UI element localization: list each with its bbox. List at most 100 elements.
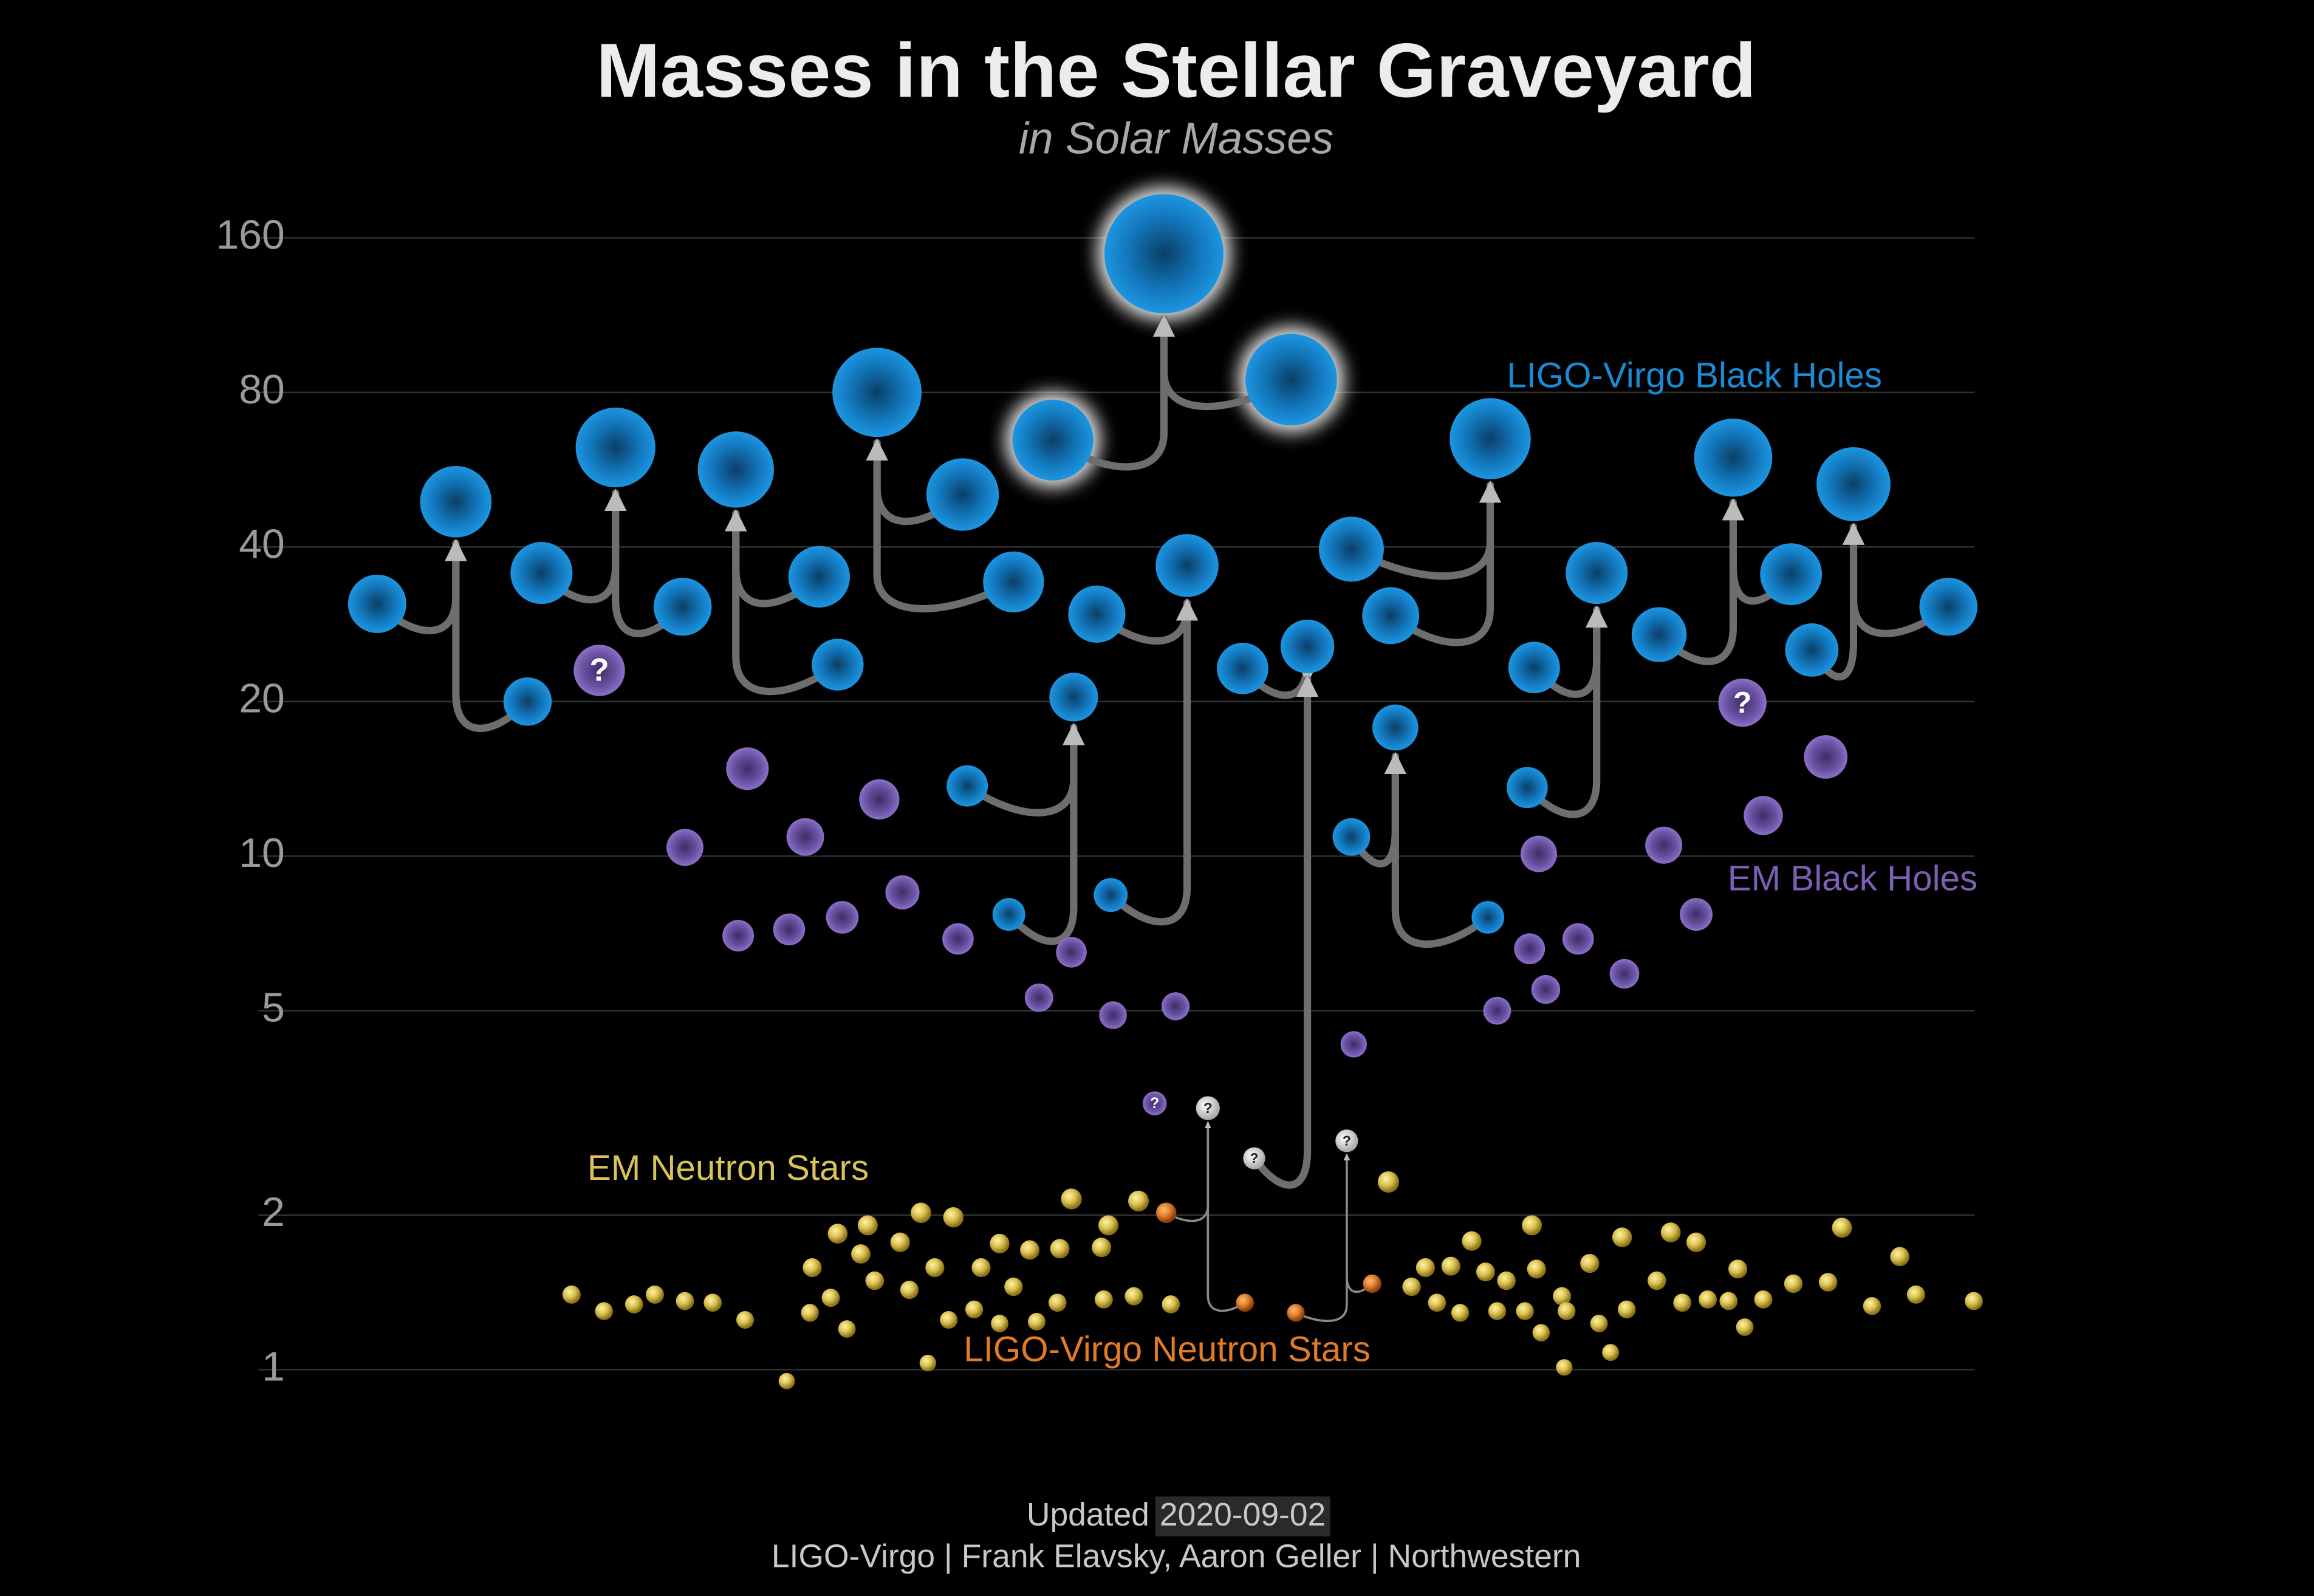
point — [773, 913, 806, 946]
point — [1128, 1190, 1149, 1211]
point — [595, 1302, 613, 1320]
point — [1686, 1232, 1706, 1252]
point — [1318, 516, 1384, 582]
point — [1760, 543, 1823, 606]
point — [1362, 587, 1420, 645]
point — [1098, 1215, 1118, 1236]
merger-arrow — [1204, 1122, 1247, 1312]
point — [1155, 534, 1219, 597]
point — [911, 1202, 931, 1224]
point — [1694, 419, 1773, 497]
point — [1562, 923, 1594, 955]
point — [1785, 623, 1839, 677]
point — [1217, 642, 1268, 694]
point — [1004, 1277, 1023, 1296]
point — [838, 1320, 856, 1338]
point — [1068, 585, 1126, 643]
series: ??? — [1196, 1096, 1358, 1170]
point — [821, 1289, 840, 1307]
merger-arrow — [1250, 674, 1319, 1189]
uncertain-label: ? — [1250, 1150, 1259, 1166]
point — [1719, 1292, 1738, 1310]
point — [990, 1233, 1010, 1253]
point — [1832, 1218, 1852, 1238]
point — [1558, 1302, 1576, 1320]
point — [1566, 542, 1628, 604]
merger-arrow — [1384, 752, 1492, 948]
point — [1340, 1031, 1367, 1058]
point — [1027, 1312, 1046, 1331]
update-line: Updated 2020-09-02 — [1027, 1497, 1326, 1533]
uncertain-label: ? — [1203, 1100, 1213, 1117]
series: ??? — [573, 645, 1848, 1115]
point — [1050, 1239, 1070, 1259]
point — [940, 1310, 958, 1329]
point — [1965, 1292, 1983, 1310]
point — [946, 765, 988, 807]
point — [726, 747, 769, 790]
y-tick-label: 1 — [262, 1343, 285, 1389]
y-tick-label: 160 — [216, 211, 284, 258]
point — [1890, 1247, 1909, 1267]
point — [1161, 992, 1190, 1021]
point — [1451, 1304, 1470, 1322]
point — [1162, 1295, 1180, 1313]
series — [347, 194, 1977, 934]
update-label: Updated — [1027, 1497, 1149, 1533]
point — [1520, 835, 1557, 872]
point — [1660, 1222, 1681, 1242]
point — [1602, 1344, 1619, 1361]
point — [1699, 1290, 1717, 1309]
uncertain-label: ? — [1150, 1095, 1159, 1112]
grid: 1 2 5 10 20 40 80 160 — [216, 211, 1975, 1389]
point — [865, 1271, 885, 1290]
point — [697, 431, 774, 508]
point — [1754, 1290, 1773, 1309]
point — [1104, 194, 1224, 313]
point — [676, 1292, 694, 1310]
point — [1332, 818, 1371, 856]
point — [1580, 1253, 1600, 1273]
point — [1450, 398, 1531, 479]
point — [1744, 796, 1783, 835]
point — [1507, 767, 1548, 809]
point — [942, 923, 974, 955]
series — [1155, 1202, 1381, 1322]
point — [1377, 1171, 1399, 1193]
point — [562, 1285, 581, 1304]
point — [1236, 1293, 1255, 1312]
point — [826, 901, 859, 934]
point — [943, 1207, 964, 1228]
point — [1415, 1258, 1435, 1278]
point — [1516, 1302, 1534, 1320]
point — [1514, 933, 1546, 965]
point — [991, 1314, 1008, 1332]
point — [1718, 678, 1767, 727]
point — [1476, 1262, 1495, 1281]
point — [1372, 704, 1419, 751]
point — [503, 677, 552, 726]
chart-subtitle: in Solar Masses — [1019, 114, 1333, 163]
point — [1497, 1271, 1516, 1290]
point — [1527, 1259, 1546, 1279]
point — [1095, 1290, 1113, 1309]
point — [1441, 1256, 1460, 1276]
point — [645, 1285, 664, 1304]
point — [1012, 399, 1094, 481]
point — [1645, 826, 1683, 864]
point — [1428, 1293, 1446, 1312]
legend-label: EM Neutron Stars — [587, 1148, 869, 1188]
point — [803, 1258, 822, 1278]
point — [703, 1293, 722, 1312]
point — [1816, 447, 1891, 521]
point — [1647, 1271, 1666, 1290]
y-tick-label: 40 — [239, 521, 285, 567]
merger-arrow — [866, 438, 1018, 612]
point — [347, 574, 406, 633]
point — [890, 1232, 910, 1252]
point — [1804, 735, 1848, 779]
point — [812, 639, 864, 691]
point — [1553, 1287, 1572, 1306]
